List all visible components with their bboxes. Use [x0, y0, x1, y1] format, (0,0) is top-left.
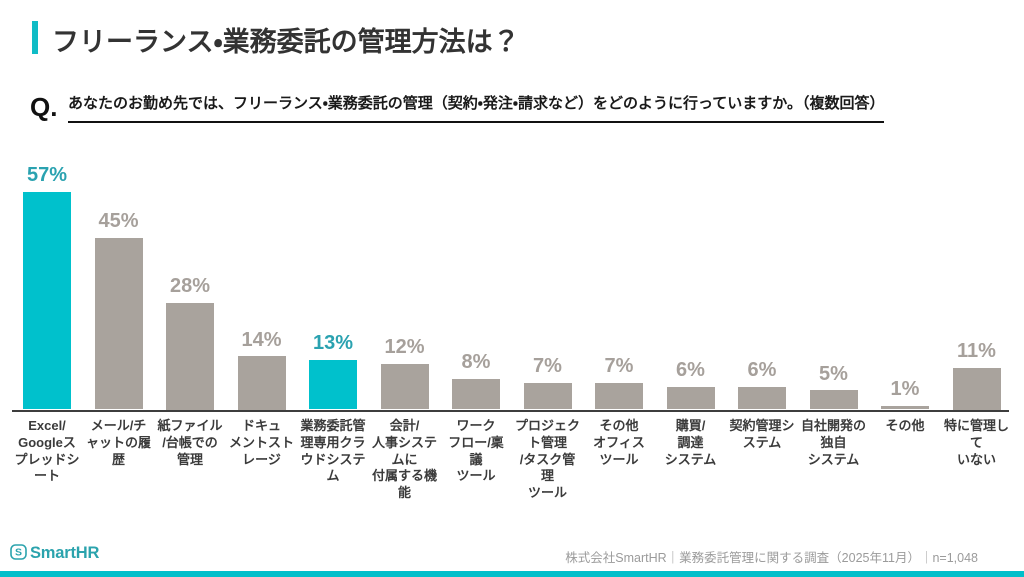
- svg-text:S: S: [15, 547, 22, 559]
